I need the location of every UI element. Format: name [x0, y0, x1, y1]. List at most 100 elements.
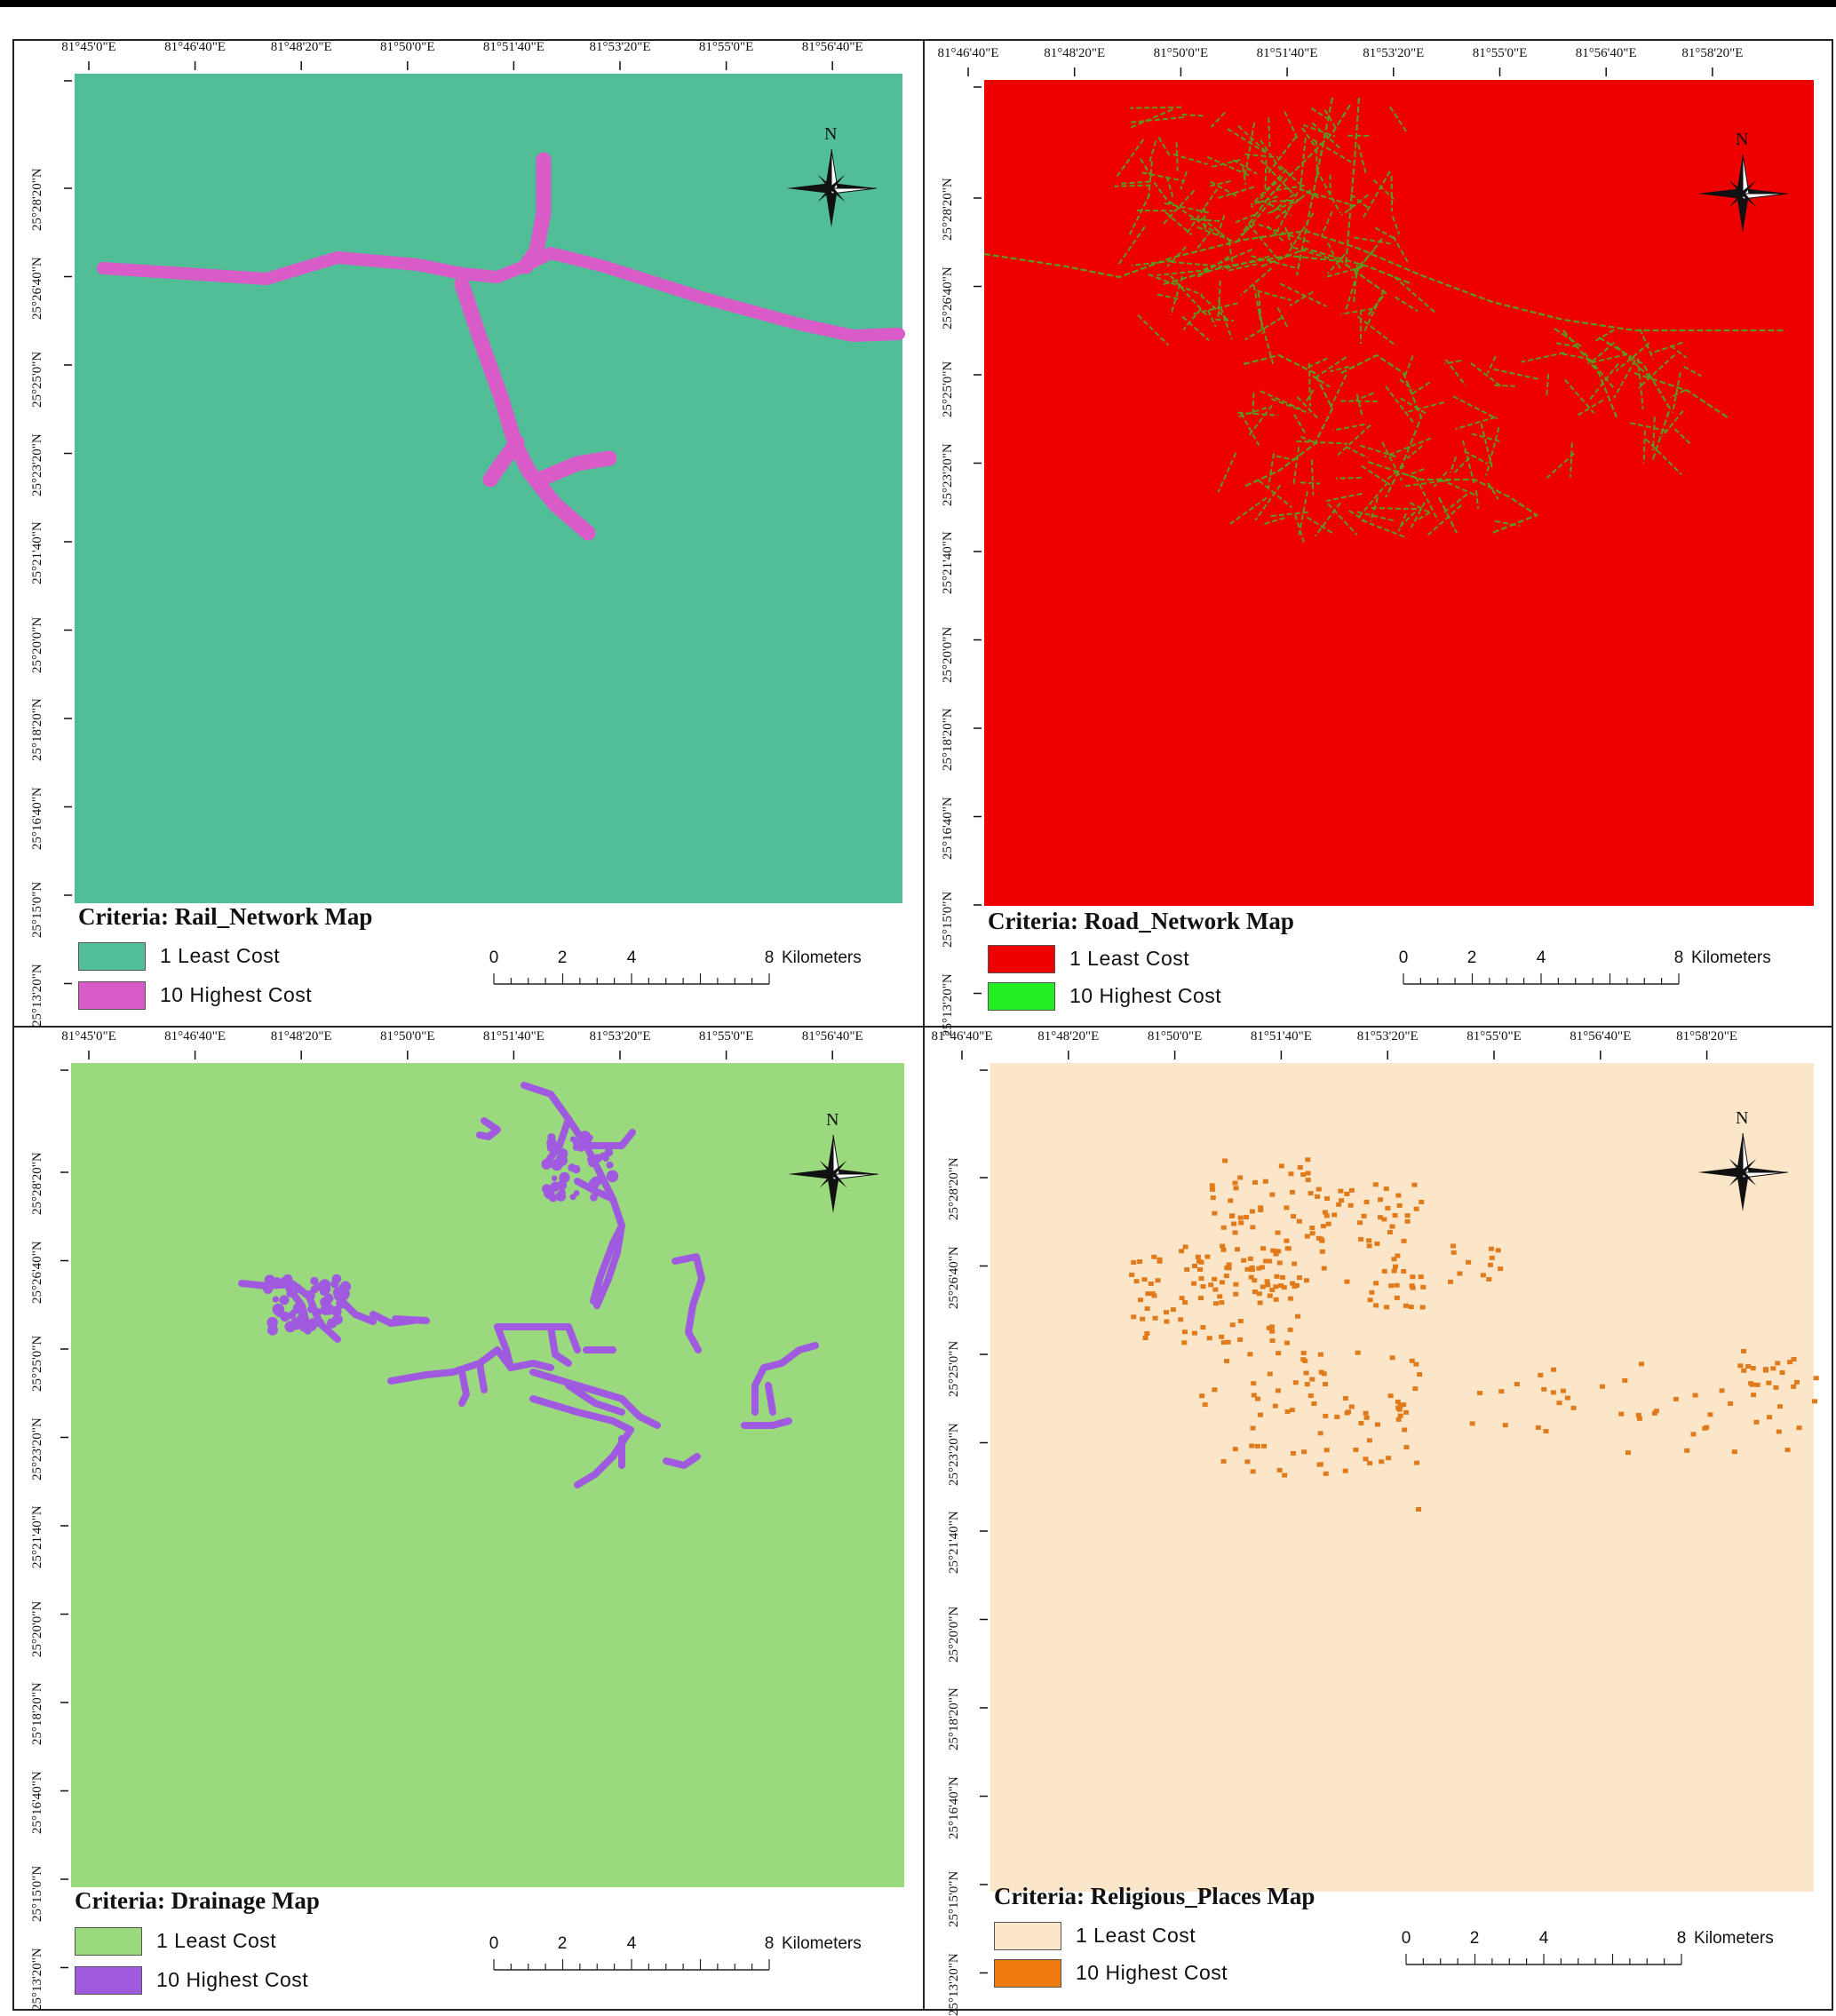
religious-place-marker: [1409, 1305, 1414, 1309]
religious-place-marker: [1250, 1209, 1255, 1213]
religious-place-marker: [1639, 1361, 1644, 1366]
religious-place-marker: [1157, 1259, 1163, 1264]
religious-place-marker: [1229, 1214, 1235, 1218]
latitude-label: 25°28'20"N: [941, 178, 956, 241]
religious-place-marker: [1184, 1267, 1189, 1272]
religious-place-marker: [1362, 1214, 1367, 1218]
longitude-label: 81°48'20"E: [271, 40, 332, 55]
religious-place-marker: [1412, 1183, 1418, 1187]
latitude-label: 25°15'0"N: [947, 1871, 962, 1927]
religious-place-marker: [1244, 1215, 1249, 1219]
religious-place-marker: [1741, 1349, 1746, 1353]
latitude-label: 25°25'0"N: [30, 1336, 45, 1392]
religious-place-marker: [1238, 1220, 1244, 1225]
religious-place-marker: [1284, 1239, 1289, 1243]
map-title: Criteria: Road_Network Map: [988, 908, 1294, 935]
religious-place-marker: [1395, 1400, 1401, 1404]
longitude-label: 81°48'20"E: [1037, 1029, 1099, 1044]
religious-place-marker: [1276, 1230, 1281, 1234]
religious-place-marker: [1207, 1336, 1212, 1340]
religious-place-marker: [1794, 1380, 1800, 1385]
scale-tick-label: 8: [1677, 1929, 1687, 1949]
road-line: [1644, 431, 1645, 464]
latitude-label: 25°25'0"N: [30, 352, 45, 408]
religious-place-marker: [1249, 1275, 1254, 1280]
religious-place-marker: [1378, 1215, 1383, 1219]
religious-place-marker: [1398, 1414, 1403, 1418]
religious-place-marker: [1200, 1284, 1205, 1289]
religious-place-marker: [1556, 1401, 1562, 1405]
religious-place-marker: [1306, 1171, 1311, 1175]
religious-place-marker: [1210, 1187, 1215, 1192]
religious-place-marker: [1766, 1381, 1771, 1385]
longitude-label: 81°48'20"E: [1044, 46, 1105, 61]
religious-place-marker: [1490, 1256, 1495, 1260]
religious-place-marker: [1414, 1461, 1419, 1465]
religious-place-marker: [1171, 1307, 1176, 1312]
latitude-label: 25°21'40"N: [947, 1511, 962, 1574]
drainage-line: [324, 1293, 334, 1303]
drainage-line: [608, 1174, 616, 1182]
latitude-label: 25°15'0"N: [30, 1866, 45, 1922]
religious-place-marker: [1419, 1274, 1424, 1279]
religious-place-marker: [1386, 1456, 1391, 1460]
religious-place-marker: [1276, 1388, 1281, 1393]
drainage-line: [541, 1159, 552, 1170]
religious-place-marker: [1324, 1196, 1330, 1201]
religious-place-marker: [1233, 1292, 1238, 1297]
scale-tick-label: 4: [1537, 948, 1546, 968]
drainage-line: [275, 1311, 282, 1317]
legend-swatch: [75, 1966, 142, 1995]
religious-place-marker: [1704, 1425, 1709, 1430]
religious-place-marker: [1198, 1296, 1204, 1300]
religious-place-marker: [1349, 1188, 1355, 1193]
religious-place-marker: [1536, 1425, 1541, 1430]
religious-place-marker: [1241, 1258, 1246, 1263]
drainage-line: [395, 1319, 426, 1321]
longitude-label: 81°50'0"E: [380, 1029, 435, 1044]
scale-tick-label: 2: [558, 948, 568, 968]
religious-place-marker: [1269, 1193, 1275, 1197]
religious-place-marker: [1412, 1386, 1418, 1391]
religious-place-marker: [1311, 1401, 1316, 1406]
scale-tick-label: 2: [1467, 948, 1477, 968]
religious-place-marker: [1180, 1296, 1185, 1300]
religious-place-marker: [1792, 1357, 1797, 1361]
religious-place-marker: [1814, 1376, 1819, 1380]
scale-bar: [494, 1959, 769, 1970]
religious-place-marker: [1451, 1243, 1456, 1248]
road-line: [1300, 482, 1320, 483]
religious-place-marker: [1196, 1255, 1201, 1259]
religious-place-marker: [1364, 1416, 1370, 1420]
latitude-label: 25°16'40"N: [30, 787, 45, 850]
latitude-label: 25°18'20"N: [941, 708, 956, 771]
religious-place-marker: [1280, 1275, 1285, 1280]
drainage-line: [273, 1296, 279, 1302]
religious-place-marker: [1224, 1359, 1229, 1363]
religious-place-marker: [1250, 1225, 1255, 1229]
longitude-label: 81°50'0"E: [1148, 1029, 1203, 1044]
religious-place-marker: [1496, 1248, 1501, 1252]
religious-place-marker: [1198, 1276, 1204, 1281]
religious-place-marker: [1260, 1284, 1266, 1289]
religious-place-marker: [1707, 1412, 1713, 1417]
religious-place-marker: [1393, 1265, 1398, 1269]
scale-tick-label: 0: [1402, 1929, 1411, 1949]
religious-place-marker: [1255, 1444, 1260, 1449]
religious-place-marker: [1220, 1280, 1225, 1284]
religious-place-marker: [1318, 1237, 1323, 1242]
religious-place-marker: [1388, 1283, 1394, 1288]
latitude-label: 25°23'20"N: [947, 1423, 962, 1486]
religious-place-marker: [1274, 1298, 1279, 1302]
religious-place-marker: [1285, 1246, 1291, 1250]
religious-place-marker: [1755, 1383, 1760, 1387]
north-label: N: [824, 124, 837, 145]
religious-place-marker: [1213, 1301, 1219, 1306]
religious-place-marker: [1300, 1357, 1306, 1361]
religious-place-marker: [1204, 1255, 1210, 1259]
religious-place-marker: [1323, 1414, 1328, 1418]
latitude-label: 25°20'0"N: [30, 616, 45, 672]
religious-place-marker: [1284, 1341, 1290, 1345]
latitude-label: 25°18'20"N: [30, 698, 45, 761]
latitude-label: 25°16'40"N: [30, 1771, 45, 1834]
